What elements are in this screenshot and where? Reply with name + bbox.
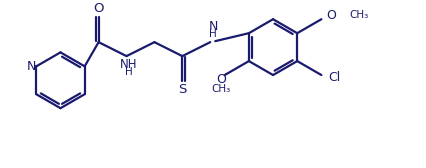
Text: O: O: [93, 2, 104, 15]
Text: CH₃: CH₃: [210, 84, 230, 94]
Text: O: O: [215, 73, 225, 86]
Text: NH: NH: [119, 58, 137, 71]
Text: N: N: [26, 60, 36, 73]
Text: O: O: [325, 9, 336, 22]
Text: S: S: [178, 83, 186, 96]
Text: H: H: [209, 29, 216, 39]
Text: N: N: [208, 20, 217, 33]
Text: H: H: [124, 67, 132, 77]
Text: Cl: Cl: [328, 71, 340, 83]
Text: CH₃: CH₃: [348, 10, 368, 20]
